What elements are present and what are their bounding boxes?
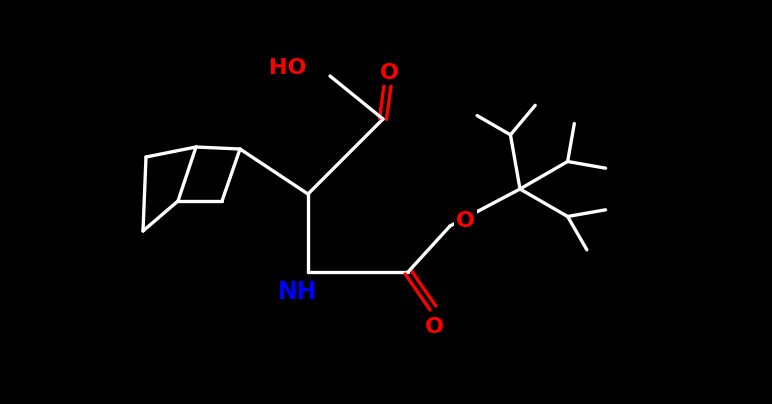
Text: O: O [425,317,443,337]
Text: HO: HO [269,58,306,78]
Text: O: O [456,211,475,231]
Text: NH: NH [278,280,318,304]
Text: O: O [380,63,398,83]
